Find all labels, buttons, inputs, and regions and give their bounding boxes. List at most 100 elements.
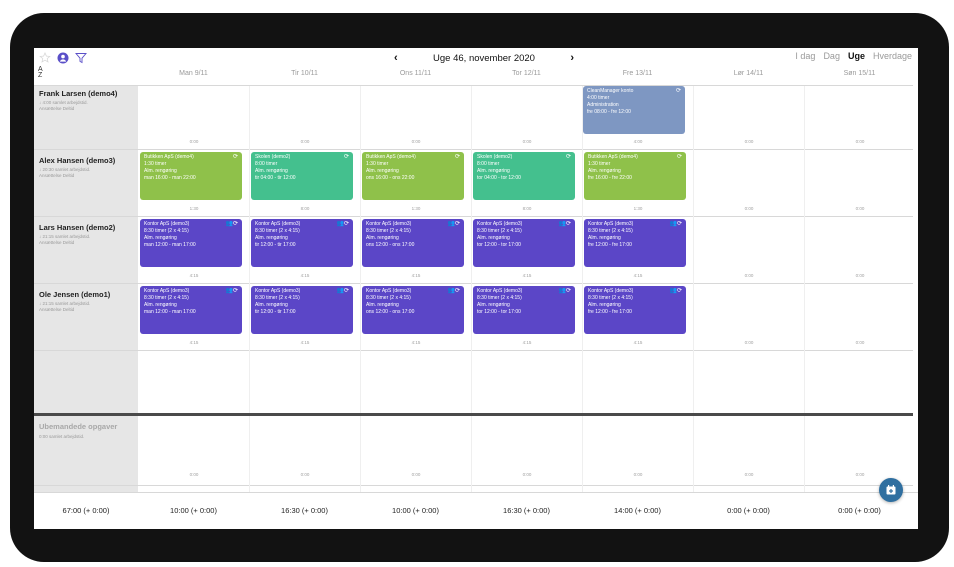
view-week[interactable]: Uge: [847, 51, 865, 61]
week-totals-footer: 67:00 (+ 0:00) 10:00 (+ 0:00) 16:30 (+ 0…: [34, 492, 918, 529]
group-repeat-icon: 👥⟳: [225, 288, 239, 294]
day-total: 4:15: [522, 273, 532, 278]
footer-total-thu: 16:30 (+ 0:00): [503, 506, 550, 515]
task-card[interactable]: 👥⟳ Kontor ApS (demo3) 8:30 timer (2 x 4:…: [251, 286, 353, 334]
day-total: 4:15: [411, 273, 421, 278]
column-divider: [582, 86, 583, 492]
employee-employment: Ansættelse Deltid: [39, 106, 75, 111]
task-type: Alm. rengøring: [366, 302, 399, 308]
day-header-sun: Søn 15/11: [843, 70, 876, 77]
view-today[interactable]: I dag: [795, 51, 816, 61]
footer-total-sat: 0:00 (+ 0:00): [727, 506, 770, 515]
day-total: 4:00: [633, 139, 643, 144]
day-total: 1:30: [189, 206, 199, 211]
task-card[interactable]: 👥⟳ Kontor ApS (demo3) 8:30 timer (2 x 4:…: [140, 219, 242, 267]
task-card[interactable]: 👥⟳ Kontor ApS (demo3) 8:30 timer (2 x 4:…: [473, 286, 575, 334]
task-card[interactable]: 👥⟳ Kontor ApS (demo3) 8:30 timer (2 x 4:…: [140, 286, 242, 334]
column-divider: [249, 86, 250, 492]
day-header-mon: Man 9/11: [179, 70, 208, 77]
repeat-icon: ⟳: [675, 88, 681, 94]
task-card[interactable]: ⟳ Butikken ApS (demo4) 1:30 timer Alm. r…: [362, 152, 464, 200]
task-time: ons 16:00 - ons 22:00: [366, 175, 415, 181]
task-customer: Kontor ApS (demo3): [255, 221, 301, 227]
task-time: tir 04:00 - tir 12:00: [255, 175, 296, 181]
task-card[interactable]: ⟳ Skolen (demo2) 8:00 timer Alm. rengøri…: [251, 152, 353, 200]
task-hours: 8:30 timer (2 x 4:15): [255, 295, 300, 301]
column-divider: [360, 86, 361, 492]
employee-name[interactable]: Lars Hansen (demo2): [39, 223, 116, 232]
day-total: 0:00: [189, 472, 199, 477]
day-total: 4:15: [633, 273, 643, 278]
employee-name[interactable]: Frank Larsen (demo4): [39, 89, 118, 98]
day-total: 0:00: [855, 139, 865, 144]
task-time: tor 12:00 - tor 17:00: [477, 309, 521, 315]
row-divider: [34, 85, 913, 86]
task-hours: 8:30 timer (2 x 4:15): [588, 228, 633, 234]
day-total: 4:15: [411, 340, 421, 345]
employee-employment: Ansættelse Deltid: [39, 240, 75, 245]
task-time: ons 12:00 - ons 17:00: [366, 309, 415, 315]
task-customer: Kontor ApS (demo3): [588, 288, 634, 294]
task-time: fre 12:00 - fre 17:00: [588, 309, 632, 315]
day-total: 0:00: [189, 139, 199, 144]
day-total: 8:00: [300, 206, 310, 211]
calendar-add-icon: [886, 485, 896, 495]
view-day[interactable]: Dag: [823, 51, 840, 61]
day-total: 4:15: [300, 340, 310, 345]
task-card[interactable]: 👥⟳ Kontor ApS (demo3) 8:30 timer (2 x 4:…: [473, 219, 575, 267]
task-customer: Butikken ApS (demo4): [588, 154, 638, 160]
task-card[interactable]: 👥⟳ Kontor ApS (demo3) 8:30 timer (2 x 4:…: [584, 219, 686, 267]
task-hours: 1:30 timer: [366, 161, 389, 167]
day-total: 4:15: [189, 340, 199, 345]
day-total: 0:00: [744, 340, 754, 345]
day-header-tue: Tir 10/11: [291, 70, 318, 77]
task-hours: 8:30 timer (2 x 4:15): [477, 295, 522, 301]
task-time: man 12:00 - man 17:00: [144, 242, 196, 248]
task-hours: 8:30 timer (2 x 4:15): [477, 228, 522, 234]
footer-total-sun: 0:00 (+ 0:00): [838, 506, 881, 515]
employee-worktime: ↓ 21:15 samlet arbejdstid.: [39, 234, 91, 239]
task-card[interactable]: 👥⟳ Kontor ApS (demo3) 8:30 timer (2 x 4:…: [584, 286, 686, 334]
filter-icon[interactable]: [74, 51, 88, 65]
prev-week-button[interactable]: ‹: [394, 52, 398, 64]
day-total: 0:00: [744, 139, 754, 144]
grand-total: 67:00 (+ 0:00): [62, 506, 110, 515]
task-type: Alm. rengøring: [588, 302, 621, 308]
task-customer: Skolen (demo2): [255, 154, 291, 160]
week-navigation: ‹ Uge 46, november 2020 ›: [394, 50, 574, 66]
task-card[interactable]: 👥⟳ Kontor ApS (demo3) 8:30 timer (2 x 4:…: [362, 219, 464, 267]
add-shift-button[interactable]: [879, 478, 903, 502]
group-repeat-icon: 👥⟳: [336, 288, 350, 294]
task-type: Alm. rengøring: [588, 168, 621, 174]
star-icon[interactable]: [38, 51, 52, 65]
task-card[interactable]: 👥⟳ Kontor ApS (demo3) 8:30 timer (2 x 4:…: [251, 219, 353, 267]
day-total: 0:00: [522, 139, 532, 144]
task-card[interactable]: ⟳ CleanManager konto 4:00 timer Administ…: [583, 86, 685, 134]
task-time: tir 12:00 - tir 17:00: [255, 242, 296, 248]
task-card[interactable]: 👥⟳ Kontor ApS (demo3) 8:30 timer (2 x 4:…: [362, 286, 464, 334]
employee-name[interactable]: Ole Jensen (demo1): [39, 290, 111, 299]
task-hours: 4:00 timer: [587, 95, 610, 101]
task-customer: Kontor ApS (demo3): [144, 288, 190, 294]
user-circle-icon[interactable]: [56, 51, 70, 65]
task-card[interactable]: ⟳ Skolen (demo2) 8:00 timer Alm. rengøri…: [473, 152, 575, 200]
task-customer: Kontor ApS (demo3): [144, 221, 190, 227]
task-customer: Butikken ApS (demo4): [144, 154, 194, 160]
employee-worktime: ↓ 21:15 samlet arbejdstid.: [39, 301, 91, 306]
task-type: Alm. rengøring: [477, 168, 510, 174]
task-hours: 8:30 timer (2 x 4:15): [144, 228, 189, 234]
day-total: 0:00: [855, 273, 865, 278]
day-header-fri: Fre 13/11: [622, 70, 653, 77]
employee-name[interactable]: Alex Hansen (demo3): [39, 156, 116, 165]
view-weekdays[interactable]: Hverdage: [872, 51, 912, 61]
task-card[interactable]: ⟳ Butikken ApS (demo4) 1:30 timer Alm. r…: [584, 152, 686, 200]
group-repeat-icon: 👥⟳: [669, 221, 683, 227]
repeat-icon: ⟳: [454, 154, 460, 160]
task-time: tir 12:00 - tir 17:00: [255, 309, 296, 315]
task-type: Alm. rengøring: [366, 168, 399, 174]
employee-employment: Ansættelse Deltid: [39, 173, 75, 178]
task-card[interactable]: ⟳ Butikken ApS (demo4) 1:30 timer Alm. r…: [140, 152, 242, 200]
next-week-button[interactable]: ›: [570, 52, 574, 64]
